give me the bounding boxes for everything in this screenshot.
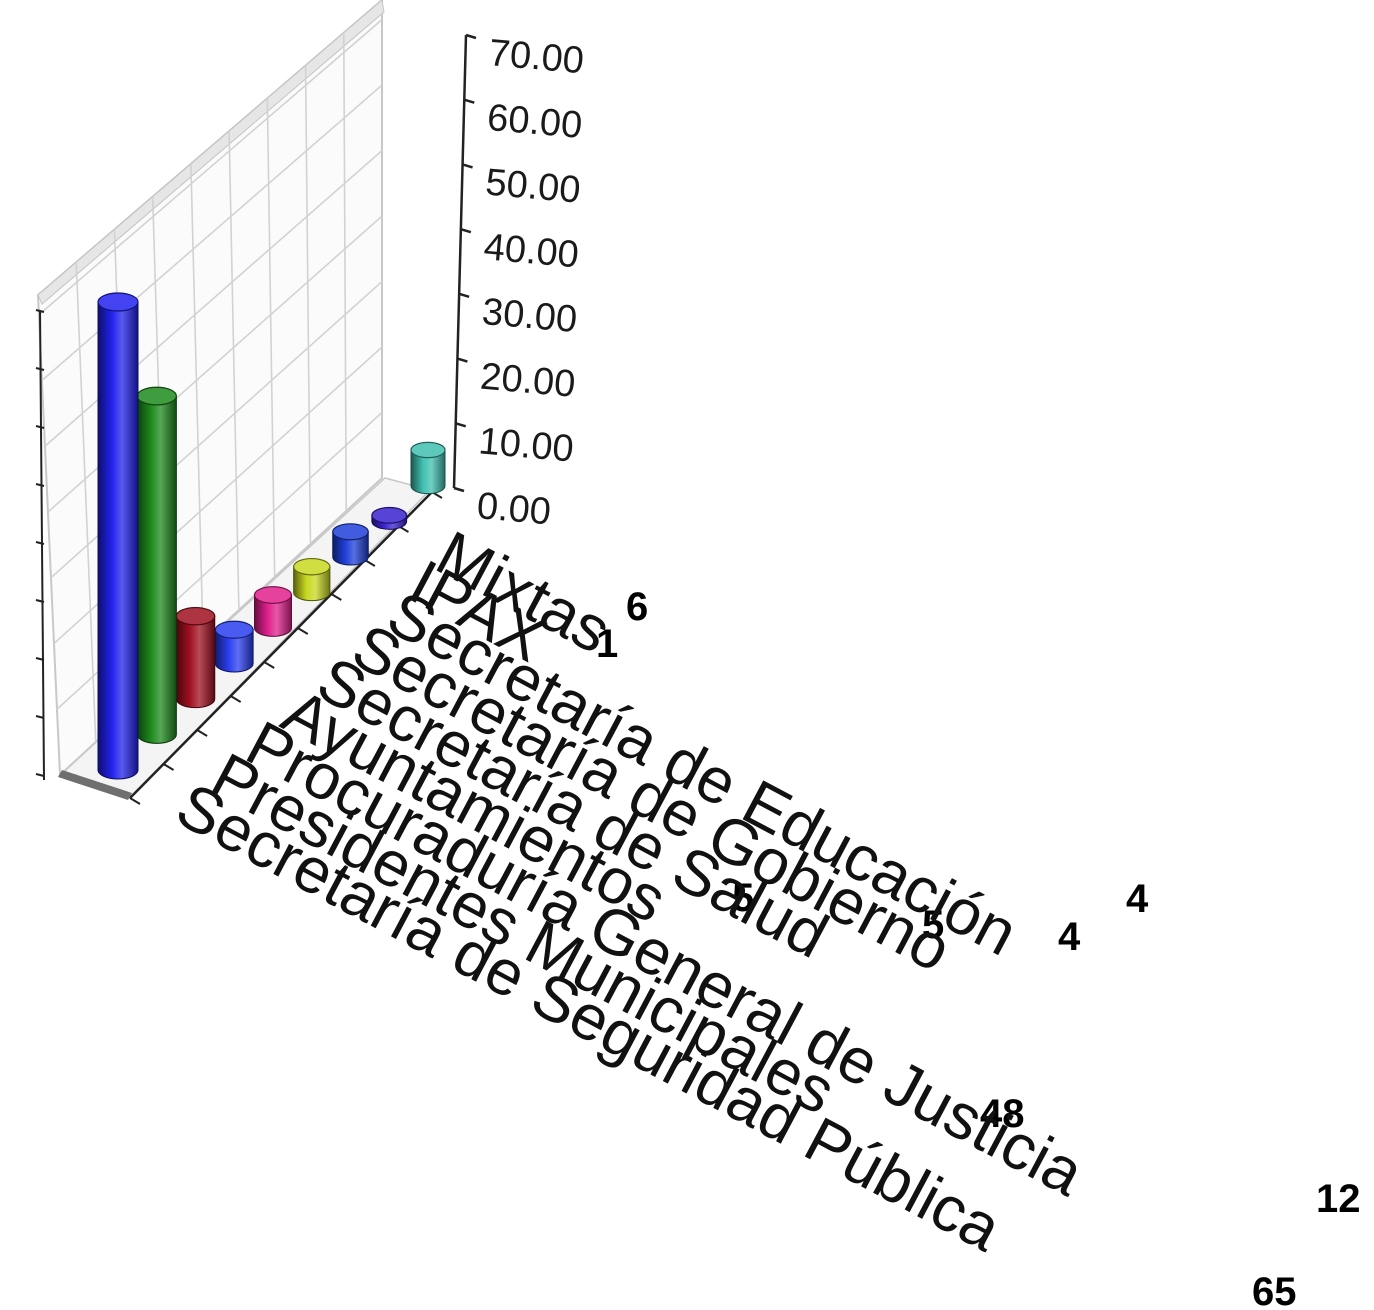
value-axis-tick bbox=[463, 98, 475, 104]
bar-body bbox=[214, 629, 254, 673]
wall-vertical-gridline bbox=[304, 65, 312, 545]
category-axis-line bbox=[129, 491, 433, 799]
bar-body bbox=[97, 301, 139, 780]
wall-horizontal-gridline bbox=[38, 19, 383, 316]
bar-7 bbox=[332, 523, 369, 566]
value-label: 12 bbox=[1316, 1177, 1361, 1221]
value-axis-tick-label: 30.00 bbox=[480, 291, 578, 341]
bar-body bbox=[136, 395, 177, 744]
value-label: 4 bbox=[1058, 915, 1081, 959]
value-label: 48 bbox=[980, 1092, 1025, 1136]
bar-5 bbox=[253, 586, 293, 637]
front-value-axis-tick bbox=[35, 425, 45, 429]
value-axis-tick-label: 20.00 bbox=[479, 356, 577, 406]
bar-body bbox=[410, 449, 446, 495]
bar-3 bbox=[175, 606, 216, 709]
value-label: 6 bbox=[626, 585, 648, 629]
bar-body bbox=[332, 531, 369, 566]
bar-body bbox=[293, 566, 331, 602]
value-axis-tick-label: 50.00 bbox=[484, 162, 582, 212]
category-axis-tick bbox=[263, 661, 275, 669]
value-label: 4 bbox=[1126, 877, 1149, 921]
bar-body bbox=[254, 594, 292, 637]
wall-vertical-gridline bbox=[342, 32, 348, 512]
base-block bbox=[58, 770, 132, 800]
category-axis-tick bbox=[163, 763, 175, 771]
bar-top-cap bbox=[175, 606, 216, 626]
value-label: 5 bbox=[922, 903, 944, 947]
category-axis-tick bbox=[230, 695, 242, 703]
value-axis-line bbox=[452, 34, 468, 489]
bar-top-cap bbox=[293, 557, 331, 576]
bar-6 bbox=[293, 557, 331, 602]
category-axis-tick bbox=[297, 627, 309, 635]
front-value-axis-tick bbox=[35, 657, 45, 661]
bar-top-cap bbox=[410, 441, 446, 459]
wall-vertical-gridline bbox=[266, 98, 276, 578]
bar-1 bbox=[97, 292, 139, 780]
bar-body bbox=[175, 615, 216, 709]
bar-top-cap bbox=[332, 523, 369, 541]
bar-2 bbox=[136, 386, 177, 744]
wall-vertical-gridline bbox=[228, 131, 240, 611]
value-axis-tick bbox=[457, 357, 468, 363]
front-value-axis-line bbox=[39, 309, 45, 781]
value-label: 1 bbox=[596, 622, 618, 666]
value-axis-tick bbox=[455, 422, 467, 428]
category-axis-tick bbox=[129, 797, 141, 805]
value-axis-tick bbox=[465, 33, 477, 40]
bar-top-cap bbox=[97, 292, 139, 312]
value-axis-tick bbox=[462, 163, 473, 169]
wall-vertical-gridline bbox=[190, 163, 204, 644]
front-value-axis-tick bbox=[35, 483, 45, 487]
front-value-axis-tick bbox=[35, 599, 45, 603]
bar-top-cap bbox=[371, 506, 408, 524]
front-value-axis-tick bbox=[35, 541, 45, 545]
value-label: 5 bbox=[732, 876, 754, 920]
value-axis-tick bbox=[458, 292, 470, 299]
category-axis-tick bbox=[330, 593, 342, 601]
value-axis-tick bbox=[453, 486, 465, 493]
front-value-axis-tick bbox=[35, 773, 45, 777]
bar-8 bbox=[371, 506, 408, 530]
bar-top-cap bbox=[214, 620, 254, 639]
value-axis-tick bbox=[460, 227, 472, 234]
value-axis-tick-label: 60.00 bbox=[486, 97, 584, 147]
value-axis-tick-label: 70.00 bbox=[487, 32, 585, 82]
value-axis-tick-label: 40.00 bbox=[482, 226, 580, 276]
bar-top-cap bbox=[136, 386, 177, 406]
front-value-axis-tick bbox=[35, 715, 45, 719]
value-axis-tick-label: 0.00 bbox=[475, 485, 552, 533]
value-label: 65 bbox=[1252, 1270, 1297, 1310]
category-axis-tick bbox=[196, 729, 208, 737]
bar-4 bbox=[214, 620, 254, 673]
bar-top-cap bbox=[253, 586, 293, 604]
bar-9 bbox=[410, 441, 446, 495]
value-axis-tick-label: 10.00 bbox=[477, 420, 575, 470]
front-value-axis-tick bbox=[35, 367, 45, 371]
wall-vertical-gridline bbox=[75, 262, 97, 743]
front-value-axis-tick bbox=[35, 309, 45, 313]
